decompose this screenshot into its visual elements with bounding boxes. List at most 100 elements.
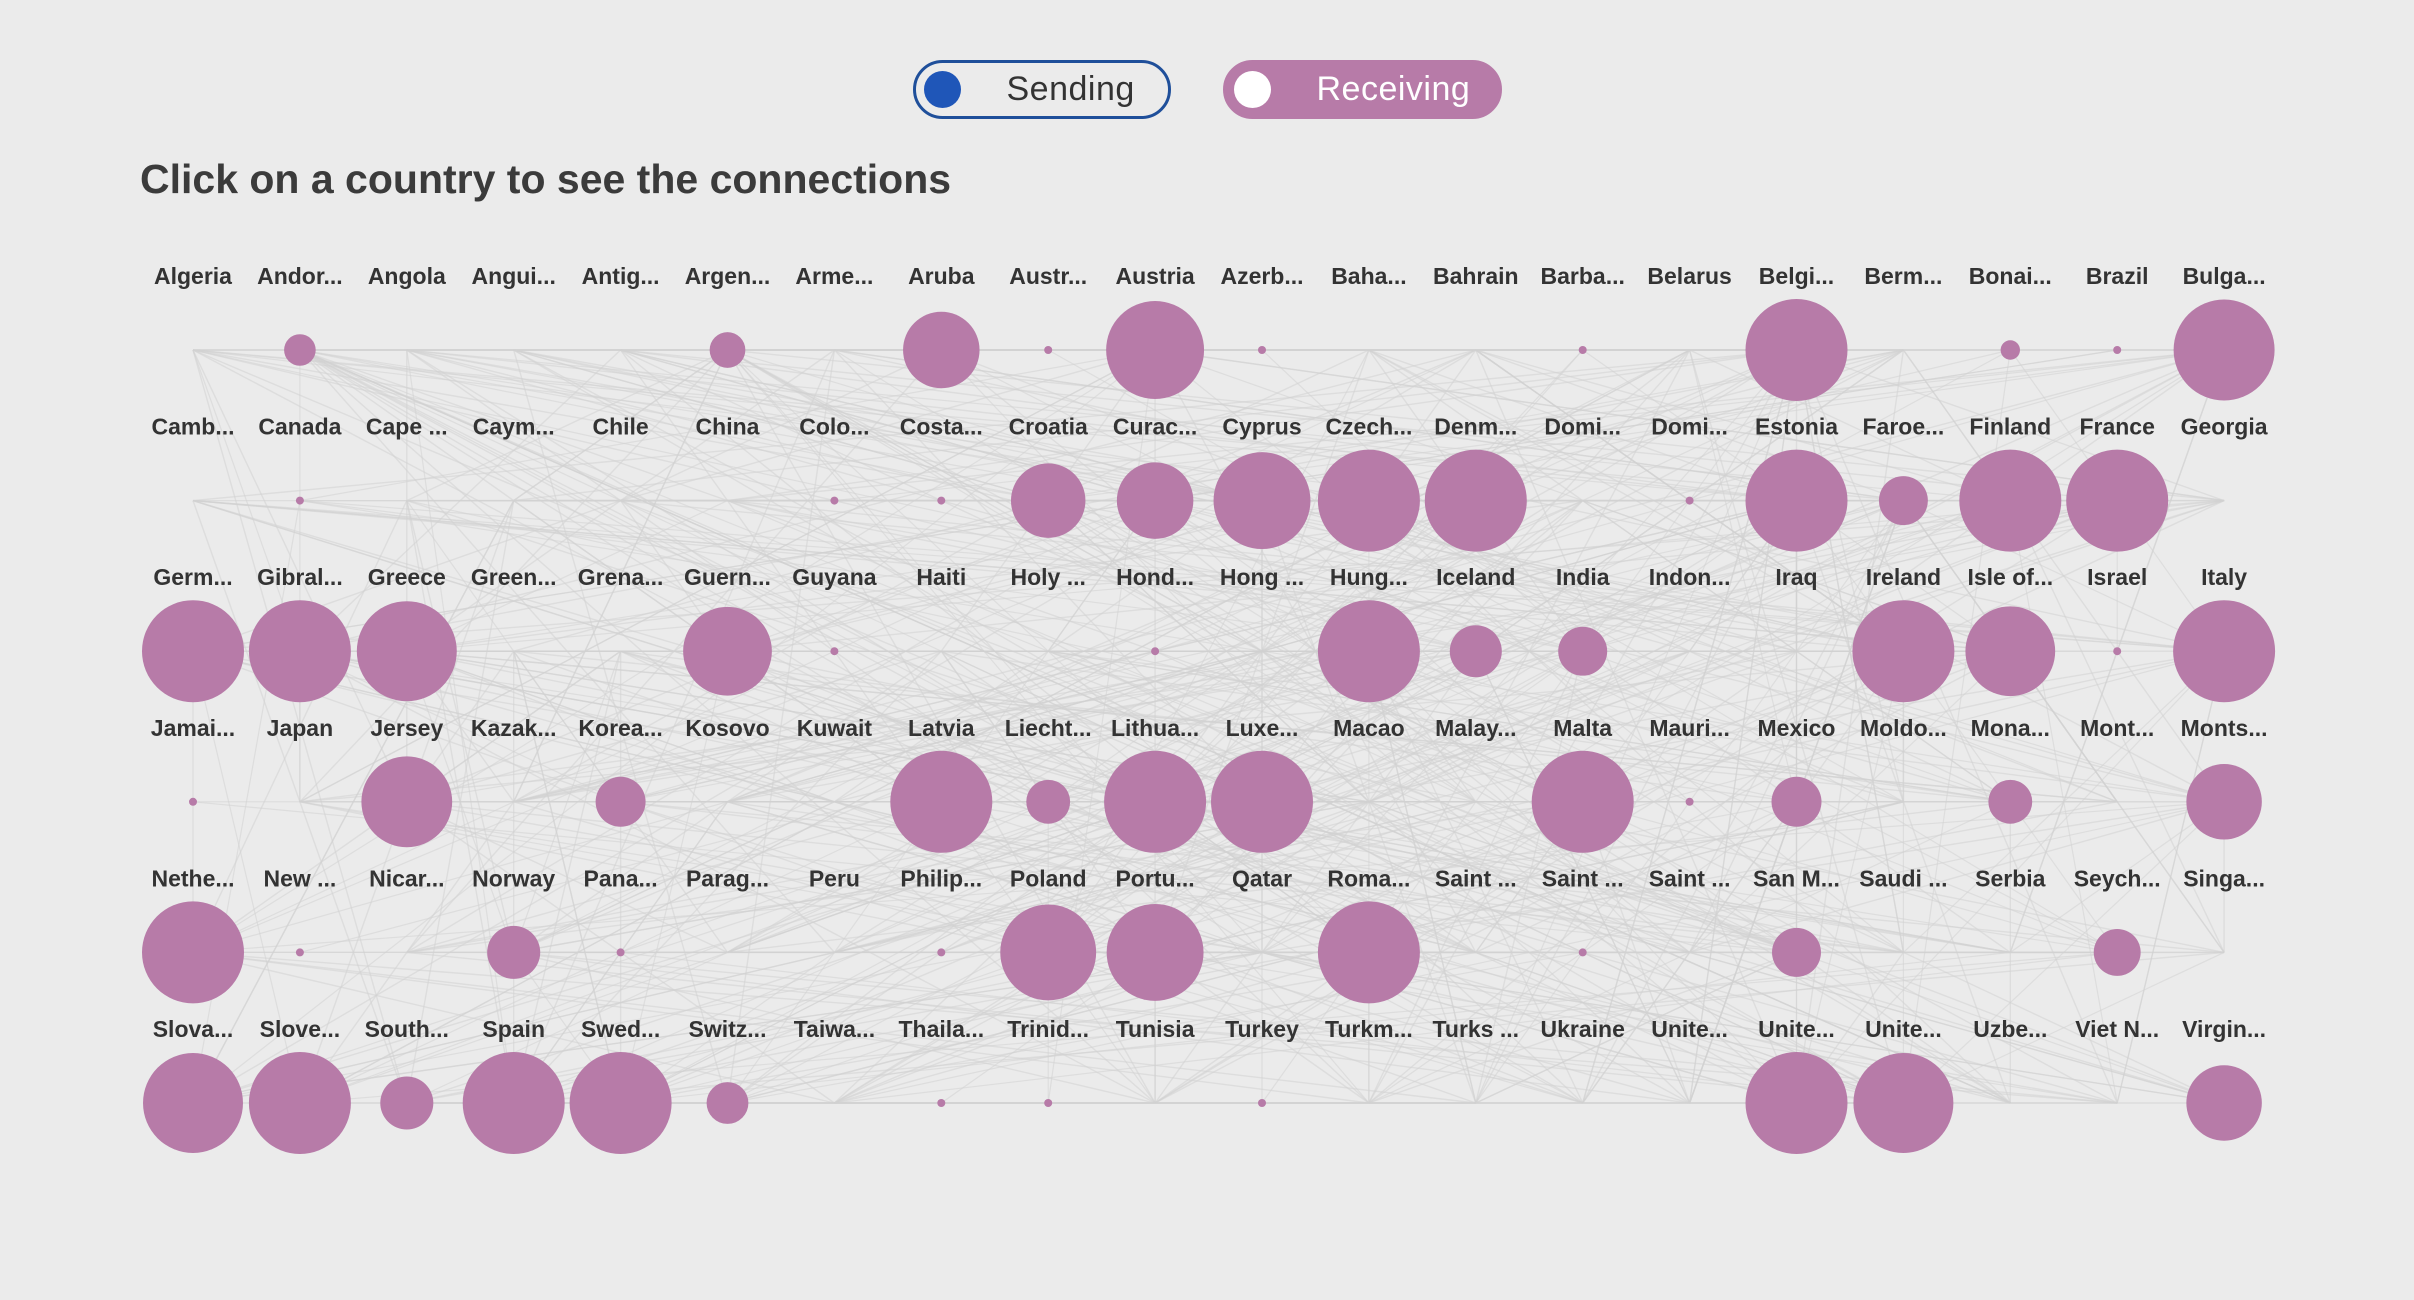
country-bubble[interactable]: [1771, 776, 1822, 827]
country-bubble[interactable]: [1878, 476, 1928, 526]
country-bubble[interactable]: [1211, 750, 1313, 853]
country-label[interactable]: Angui...: [472, 263, 556, 289]
country-label[interactable]: Mexico: [1758, 715, 1836, 741]
country-label[interactable]: Angola: [368, 263, 446, 289]
country-label[interactable]: Seych...: [2074, 865, 2161, 891]
country-label[interactable]: Estonia: [1755, 414, 1838, 440]
country-label[interactable]: Pana...: [584, 865, 658, 891]
country-bubble[interactable]: [937, 1099, 946, 1107]
country-label[interactable]: Kosovo: [685, 715, 769, 741]
country-bubble[interactable]: [937, 496, 946, 505]
receiving-toggle-button[interactable]: Receiving: [1222, 60, 1502, 119]
country-bubble[interactable]: [1853, 1053, 1954, 1153]
country-label[interactable]: Austr...: [1009, 263, 1087, 289]
country-label[interactable]: Bulga...: [2183, 263, 2266, 289]
country-bubble[interactable]: [1685, 797, 1694, 806]
country-bubble[interactable]: [189, 797, 197, 806]
country-label[interactable]: Holy ...: [1010, 564, 1085, 590]
country-bubble[interactable]: [616, 948, 625, 957]
country-bubble[interactable]: [2000, 340, 2020, 360]
country-label[interactable]: Hond...: [1116, 564, 1194, 590]
country-label[interactable]: Domi...: [1651, 414, 1728, 440]
country-label[interactable]: Costa...: [900, 414, 983, 440]
country-label[interactable]: Denm...: [1434, 414, 1517, 440]
country-bubble[interactable]: [487, 925, 541, 979]
country-label[interactable]: Andor...: [257, 263, 343, 289]
country-label[interactable]: Arme...: [795, 263, 873, 289]
country-label[interactable]: Turkey: [1225, 1016, 1299, 1042]
country-label[interactable]: Kuwait: [797, 715, 873, 741]
country-bubble[interactable]: [142, 901, 244, 1004]
country-label[interactable]: Peru: [809, 865, 860, 891]
country-bubble[interactable]: [683, 606, 772, 696]
country-label[interactable]: Isle of...: [1967, 564, 2053, 590]
country-bubble[interactable]: [462, 1052, 565, 1154]
country-label[interactable]: Camb...: [151, 414, 234, 440]
country-bubble[interactable]: [2186, 764, 2262, 840]
country-label[interactable]: Indon...: [1649, 564, 1731, 590]
country-label[interactable]: San M...: [1753, 865, 1840, 891]
country-label[interactable]: Turks ...: [1433, 1016, 1520, 1042]
country-label[interactable]: Domi...: [1544, 414, 1621, 440]
country-bubble[interactable]: [356, 601, 457, 702]
country-bubble[interactable]: [1959, 449, 2062, 552]
country-bubble[interactable]: [1772, 927, 1821, 977]
country-label[interactable]: Cape ...: [366, 414, 448, 440]
country-bubble[interactable]: [1685, 496, 1694, 505]
country-label[interactable]: Green...: [471, 564, 557, 590]
country-label[interactable]: Turkm...: [1325, 1016, 1413, 1042]
country-bubble[interactable]: [2173, 600, 2276, 703]
country-label[interactable]: Slova...: [153, 1016, 234, 1042]
country-label[interactable]: Antig...: [582, 263, 660, 289]
country-label[interactable]: Luxe...: [1226, 715, 1299, 741]
country-label[interactable]: Bonai...: [1969, 263, 2052, 289]
country-label[interactable]: Jamai...: [151, 715, 235, 741]
country-label[interactable]: Moldo...: [1860, 715, 1947, 741]
country-label[interactable]: Cyprus: [1222, 414, 1301, 440]
country-label[interactable]: Belarus: [1647, 263, 1731, 289]
country-label[interactable]: Czech...: [1325, 414, 1412, 440]
country-bubble[interactable]: [709, 332, 746, 368]
country-bubble[interactable]: [1106, 301, 1205, 399]
country-label[interactable]: Faroe...: [1862, 414, 1944, 440]
country-label[interactable]: Iceland: [1436, 564, 1515, 590]
country-bubble[interactable]: [1317, 449, 1420, 552]
country-bubble[interactable]: [361, 756, 453, 848]
country-label[interactable]: Slove...: [260, 1016, 341, 1042]
country-bubble[interactable]: [1116, 462, 1194, 539]
country-label[interactable]: South...: [365, 1016, 449, 1042]
country-bubble[interactable]: [1000, 904, 1097, 1001]
country-bubble[interactable]: [295, 948, 304, 957]
country-label[interactable]: Unite...: [1758, 1016, 1835, 1042]
country-bubble[interactable]: [830, 496, 839, 505]
country-label[interactable]: Norway: [472, 865, 555, 891]
country-label[interactable]: Nethe...: [151, 865, 234, 891]
country-bubble[interactable]: [1745, 1052, 1848, 1154]
country-label[interactable]: Swed...: [581, 1016, 660, 1042]
country-bubble[interactable]: [295, 496, 304, 505]
country-label[interactable]: Philip...: [900, 865, 982, 891]
country-label[interactable]: Uzbe...: [1973, 1016, 2047, 1042]
country-label[interactable]: Malay...: [1435, 715, 1516, 741]
country-label[interactable]: Brazil: [2086, 263, 2149, 289]
country-label[interactable]: Belgi...: [1759, 263, 1834, 289]
country-bubble[interactable]: [1449, 625, 1502, 678]
country-label[interactable]: Ireland: [1866, 564, 1941, 590]
country-label[interactable]: New ...: [263, 865, 336, 891]
country-label[interactable]: Liecht...: [1005, 715, 1092, 741]
country-label[interactable]: Macao: [1333, 715, 1405, 741]
country-label[interactable]: Unite...: [1651, 1016, 1728, 1042]
country-bubble[interactable]: [1104, 750, 1207, 853]
country-label[interactable]: Croatia: [1009, 414, 1088, 440]
country-label[interactable]: Nicar...: [369, 865, 444, 891]
country-bubble[interactable]: [2173, 299, 2275, 401]
country-bubble[interactable]: [1424, 449, 1527, 552]
sending-toggle-button[interactable]: Sending: [912, 60, 1171, 119]
country-bubble[interactable]: [1531, 750, 1634, 853]
country-label[interactable]: Georgia: [2181, 414, 2268, 440]
country-label[interactable]: Thaila...: [898, 1016, 984, 1042]
country-label[interactable]: Curac...: [1113, 414, 1197, 440]
country-bubble[interactable]: [248, 1052, 351, 1154]
country-bubble[interactable]: [2113, 346, 2122, 354]
country-label[interactable]: Azerb...: [1220, 263, 1303, 289]
